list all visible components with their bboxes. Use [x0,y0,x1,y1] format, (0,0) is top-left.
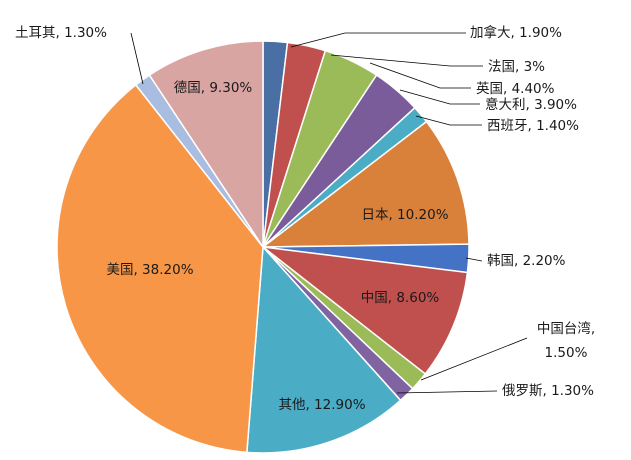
slice-label-6: 韩国, 2.20% [487,253,566,269]
pie-slice-10 [246,245,402,454]
slice-label-7: 中国, 8.60% [361,290,440,306]
slice-label-4: 西班牙, 1.40% [487,118,579,134]
pie-slices [56,40,470,454]
slice-label-3: 意大利, 3.90% [485,96,577,113]
slice-label-8: 中国台湾, 1.50% [537,320,595,361]
leader-line-12 [130,32,144,85]
pie-slice-5 [260,120,470,248]
slice-label-2: 英国, 4.40% [476,80,555,97]
leader-line-4 [415,115,482,126]
slice-labels: 加拿大, 1.90% 法国, 3% 英国, 4.40%意大利, 3.90% 西班牙, … [15,24,595,413]
slice-label-11: 美国, 38.20% [106,262,193,278]
slice-label-line: 中国台湾, [537,320,595,337]
leader-line-0 [290,32,466,48]
slice-label-12: 土耳其, 1.30% [15,25,107,41]
slice-label-1: 法国, 3% [488,59,545,75]
slice-label-9: 俄罗斯, 1.30% [502,383,594,399]
leader-line-2 [369,62,471,89]
slice-label-13: 德国, 9.30% [174,80,253,96]
leader-line-3 [399,89,480,105]
leader-line-9 [396,390,498,394]
pie-slice-13 [148,40,264,250]
leader-line-1 [330,54,483,67]
leader-line-6 [465,257,483,262]
leader-lines [130,32,528,394]
pie-slice-11 [56,83,264,454]
slice-label-10: 其他, 12.90% [278,397,365,413]
slice-label-5: 日本, 10.20% [361,207,448,223]
pie-slice-7 [260,245,469,375]
slice-label-0: 加拿大, 1.90% [470,24,562,41]
leader-line-8 [420,337,528,381]
slice-label-line: 1.50% [545,345,588,361]
